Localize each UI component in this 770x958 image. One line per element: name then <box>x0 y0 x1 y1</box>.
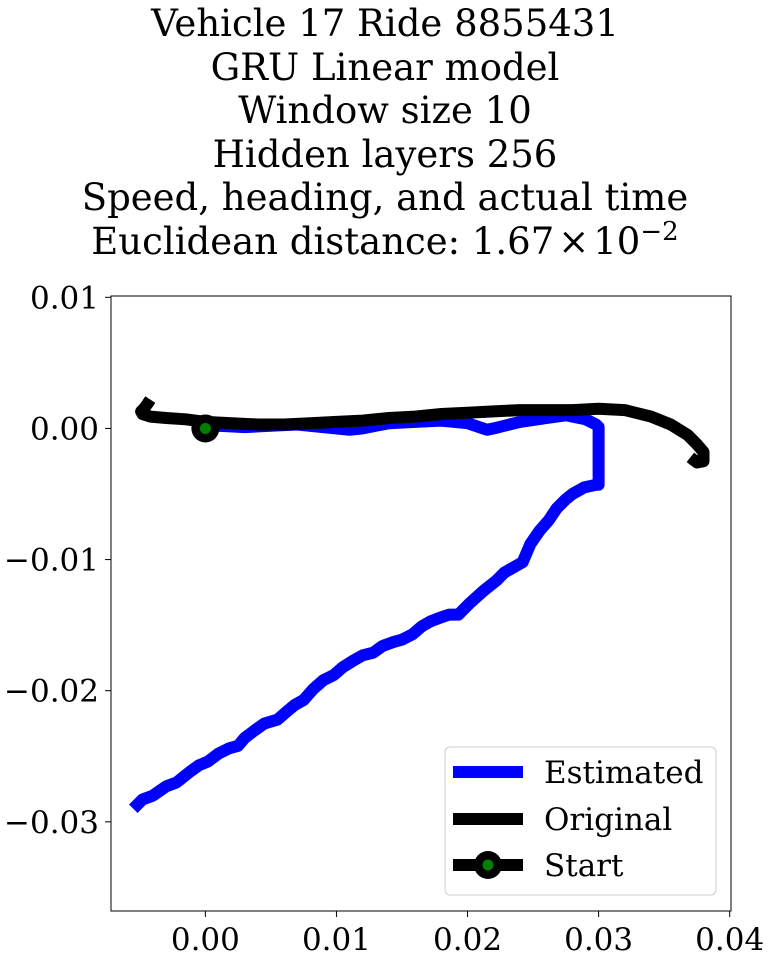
legend-label-start: Start <box>544 848 624 884</box>
series-line-estimated <box>129 409 605 813</box>
x-tick-label: 0.03 <box>564 922 633 958</box>
legend-box <box>444 746 717 896</box>
title-distance-times: × <box>558 219 590 263</box>
y-tick-label: −0.02 <box>4 674 99 710</box>
title-distance-exponent: −2 <box>640 216 679 247</box>
x-tick-label: 0.01 <box>302 922 371 958</box>
title-line-2: GRU Linear model <box>210 45 560 89</box>
title-line-1: Vehicle 17 Ride 8855431 <box>151 2 619 45</box>
legend-label-estimated: Estimated <box>544 755 703 791</box>
plot-frame <box>110 295 732 912</box>
legend: Estimated Original Start <box>444 746 717 896</box>
series-line-original <box>135 396 710 469</box>
plot-area <box>129 396 710 813</box>
title-line-3: Window size 10 <box>238 89 532 132</box>
y-tick-label: −0.03 <box>4 805 99 841</box>
legend-label-original: Original <box>544 802 672 838</box>
title-line-4: Hidden layers 256 <box>212 132 558 176</box>
chart-title: Vehicle 17 Ride 8855431 GRU Linear model… <box>0 2 770 268</box>
title-line-6: Euclidean distance: 1.67 × 10−2 <box>0 216 770 269</box>
x-tick-label: 0.02 <box>433 922 502 958</box>
y-tick-label: −0.01 <box>4 543 99 579</box>
title-line-5: Speed, heading, and actual time <box>81 176 689 219</box>
x-tick-label: 0.00 <box>171 922 240 958</box>
title-distance-prefix: Euclidean distance: 1.67 <box>91 219 555 263</box>
start-marker-inner <box>199 422 211 434</box>
title-distance-base: 10 <box>593 219 641 263</box>
legend-marker-inner <box>482 859 494 871</box>
x-tick-label: 0.04 <box>695 922 764 958</box>
y-tick-label: 0.01 <box>30 280 99 316</box>
y-tick-label: 0.00 <box>30 411 99 447</box>
